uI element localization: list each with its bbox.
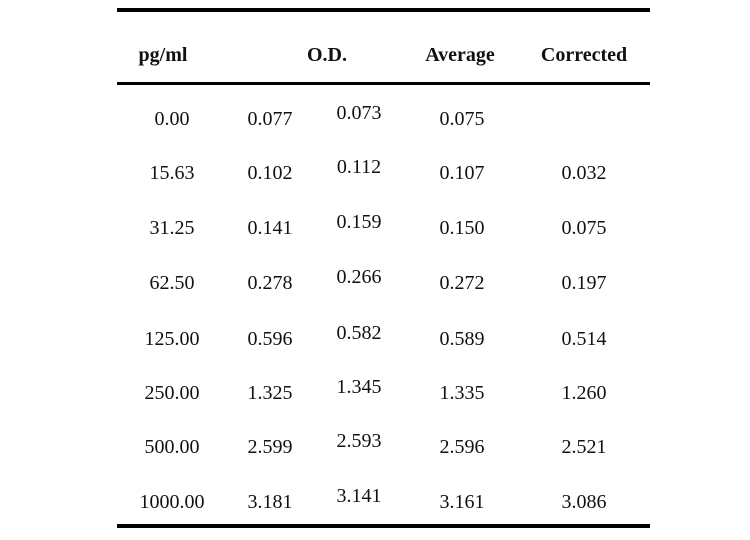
cell-od-2: 3.141	[336, 485, 382, 507]
cell-od-1: 2.599	[247, 436, 293, 458]
cell-corrected: 1.260	[561, 382, 607, 404]
cell-corrected: 0.075	[561, 217, 607, 239]
cell-average: 3.161	[439, 491, 485, 513]
cell-corrected: 0.032	[561, 162, 607, 184]
header-od: O.D.	[307, 44, 347, 66]
cell-average: 0.075	[439, 108, 485, 130]
cell-concentration: 31.25	[149, 217, 195, 239]
cell-average: 0.272	[439, 272, 485, 294]
cell-corrected: 0.197	[561, 272, 607, 294]
cell-od-2: 2.593	[336, 430, 382, 452]
table-bottom-rule	[117, 524, 650, 528]
cell-concentration: 125.00	[144, 328, 200, 350]
cell-od-1: 0.596	[247, 328, 293, 350]
header-corrected: Corrected	[540, 44, 628, 66]
cell-od-1: 0.102	[247, 162, 293, 184]
cell-corrected: 0.514	[561, 328, 607, 350]
cell-od-2: 0.582	[336, 322, 382, 344]
cell-average: 0.107	[439, 162, 485, 184]
cell-od-2: 0.266	[336, 266, 382, 288]
cell-average: 0.589	[439, 328, 485, 350]
cell-average: 0.150	[439, 217, 485, 239]
cell-corrected: 3.086	[561, 491, 607, 513]
cell-concentration: 500.00	[144, 436, 200, 458]
cell-od-1: 0.077	[247, 108, 293, 130]
cell-average: 2.596	[439, 436, 485, 458]
cell-od-2: 1.345	[336, 376, 382, 398]
cell-concentration: 0.00	[154, 108, 190, 130]
cell-od-1: 1.325	[247, 382, 293, 404]
cell-od-1: 3.181	[247, 491, 293, 513]
cell-od-1: 0.141	[247, 217, 293, 239]
table-header-rule	[117, 82, 650, 85]
cell-average: 1.335	[439, 382, 485, 404]
cell-od-2: 0.073	[336, 102, 382, 124]
cell-od-2: 0.112	[336, 156, 382, 178]
cell-concentration: 250.00	[144, 382, 200, 404]
cell-corrected: 2.521	[561, 436, 607, 458]
header-average: Average	[425, 44, 495, 66]
table-top-rule	[117, 8, 650, 12]
cell-concentration: 62.50	[149, 272, 195, 294]
cell-concentration: 15.63	[149, 162, 195, 184]
cell-concentration: 1000.00	[139, 491, 205, 513]
header-concentration: pg/ml	[138, 44, 188, 66]
cell-od-1: 0.278	[247, 272, 293, 294]
cell-od-2: 0.159	[336, 211, 382, 233]
